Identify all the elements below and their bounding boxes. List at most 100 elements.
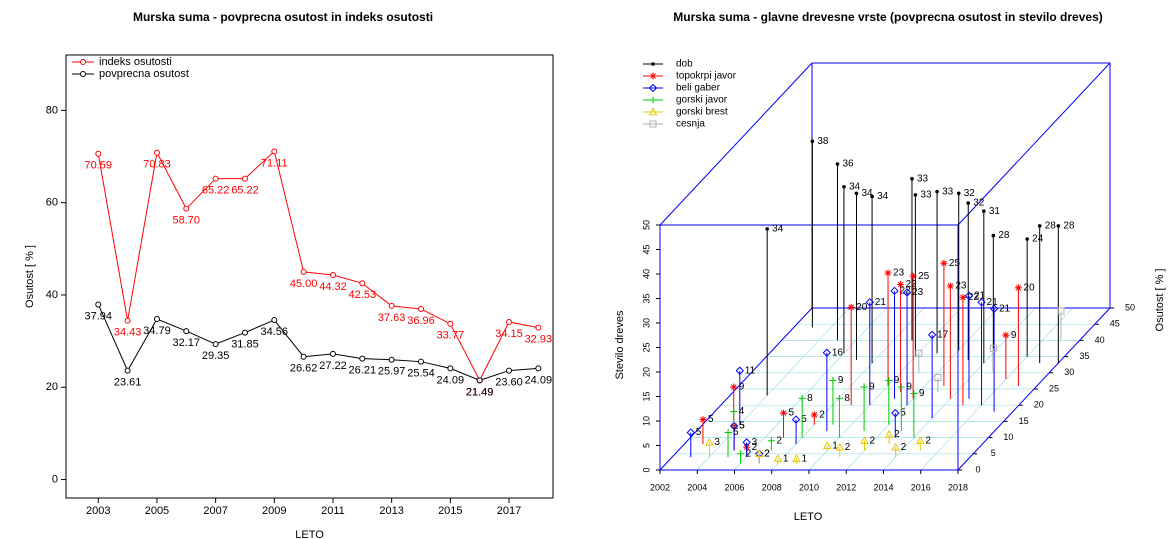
chart-title: Murska suma - glavne drevesne vrste (pov… — [673, 10, 1103, 24]
data-label: 71.11 — [261, 157, 288, 169]
data-label: 32 — [973, 198, 985, 209]
point — [705, 437, 714, 446]
data-label: 5 — [708, 414, 714, 425]
data-label: 9 — [906, 382, 912, 393]
data-label: 27.22 — [319, 360, 347, 372]
point — [910, 390, 918, 397]
z-tick-label: 25 — [641, 342, 651, 352]
data-label: 34.43 — [114, 327, 142, 339]
x-tick-label: 2011 — [321, 505, 345, 517]
point — [241, 175, 248, 182]
data-label: 25.97 — [378, 366, 406, 378]
point — [359, 280, 366, 287]
point — [730, 383, 738, 391]
y-tick-label: 15 — [1019, 416, 1029, 426]
data-label: 9 — [739, 382, 745, 393]
data-label: 26.21 — [349, 364, 377, 376]
point — [329, 272, 336, 279]
point — [742, 438, 751, 447]
point — [890, 286, 899, 296]
point — [964, 291, 974, 301]
data-label: 3 — [752, 437, 758, 448]
point — [885, 377, 893, 385]
point — [648, 107, 658, 116]
data-label: 23 — [912, 287, 924, 298]
legend-label: dob — [676, 59, 693, 70]
data-label: 8 — [807, 393, 813, 404]
data-label: 21.49 — [466, 386, 494, 398]
data-label: 2 — [764, 448, 770, 459]
point — [505, 318, 512, 325]
point — [991, 233, 996, 238]
data-label: 5 — [696, 427, 702, 438]
point — [447, 365, 454, 372]
chart-title: Murska suma - povprecna osutost in indek… — [133, 10, 433, 24]
point — [183, 205, 190, 212]
data-label: 36 — [842, 159, 854, 170]
data-label: 2 — [746, 448, 752, 459]
z-tick-label: 20 — [641, 367, 651, 377]
point — [649, 72, 657, 80]
y-tick-label: 5 — [991, 448, 996, 458]
y-tick-label: 45 — [1110, 319, 1120, 329]
data-label: 1 — [801, 453, 807, 464]
point — [934, 374, 942, 382]
data-label: 17 — [937, 330, 949, 341]
data-label: 22 — [968, 292, 980, 303]
point — [505, 367, 512, 374]
series-line — [97, 304, 539, 381]
point — [648, 83, 658, 93]
x-tick-label: 2009 — [262, 505, 286, 517]
point — [956, 191, 961, 196]
data-label: 9 — [838, 375, 844, 386]
point — [902, 288, 912, 297]
data-label: 5 — [739, 421, 745, 432]
y-tick-label: 35 — [1079, 351, 1089, 361]
legend-label: topokrpi javor — [676, 71, 737, 82]
point — [183, 328, 190, 335]
data-label: 25 — [949, 258, 961, 269]
point — [417, 358, 424, 365]
y-tick-label: 0 — [52, 473, 58, 485]
point — [300, 353, 307, 360]
y-tick-label: 20 — [46, 381, 58, 393]
data-label: 24 — [1032, 234, 1044, 245]
data-label: 38 — [817, 136, 829, 147]
data-label: 9 — [919, 388, 925, 399]
data-label: 16 — [832, 347, 844, 358]
point — [212, 341, 219, 348]
data-label: 31 — [989, 206, 1001, 217]
point — [910, 176, 914, 181]
data-label: 9 — [869, 382, 875, 393]
legend-label: beli gaber — [676, 83, 721, 94]
data-label: 25 — [918, 271, 930, 282]
point — [271, 148, 278, 155]
x-tick-label: 2006 — [724, 482, 744, 492]
point — [780, 409, 788, 417]
data-label: 5 — [739, 421, 745, 432]
point — [737, 450, 745, 458]
box-edge — [957, 307, 1111, 471]
point — [982, 209, 986, 213]
point — [870, 194, 874, 199]
x-tick-label: 2014 — [873, 482, 893, 492]
point — [835, 162, 840, 166]
point — [271, 317, 278, 324]
data-label: 28 — [1063, 221, 1075, 232]
point — [829, 377, 837, 385]
data-label: 33 — [917, 173, 929, 184]
box-edge — [659, 62, 813, 226]
data-label: 9 — [894, 375, 900, 386]
data-label: 5 — [789, 408, 795, 419]
z-tick-label: 15 — [641, 391, 651, 401]
point — [835, 394, 843, 402]
z-tick-label: 50 — [641, 220, 651, 230]
point — [860, 383, 868, 391]
data-label: 70.59 — [85, 160, 113, 172]
point — [730, 408, 738, 416]
y-tick-label: 40 — [1095, 335, 1105, 345]
legend-label: indeks osutosti — [99, 56, 172, 68]
z-tick-label: 45 — [641, 244, 651, 254]
data-label: 28 — [998, 230, 1010, 241]
